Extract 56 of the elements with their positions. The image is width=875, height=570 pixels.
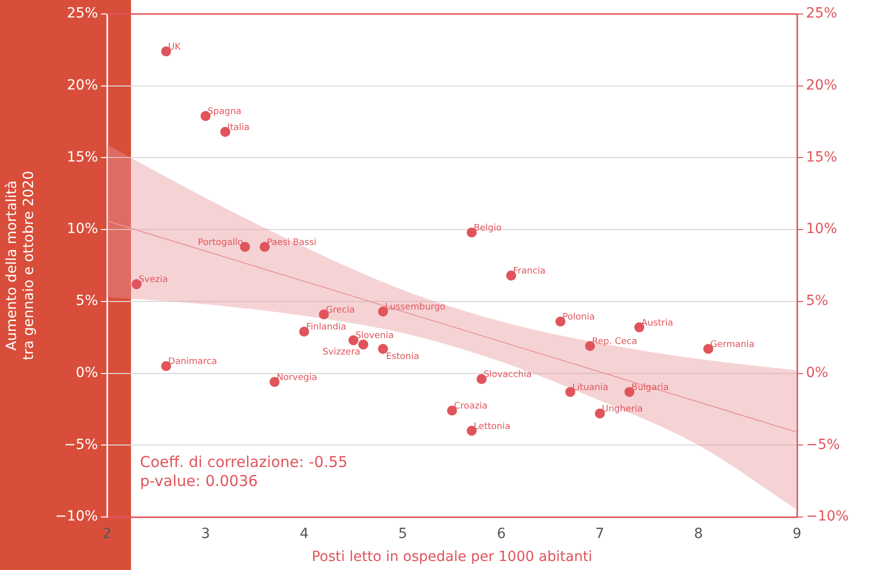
annotation: p-value: 0.0036 [140, 472, 258, 490]
x-tick-label: 9 [792, 526, 802, 542]
y-tick-label: 5% [76, 293, 98, 310]
y2-tick-label: −10% [806, 508, 849, 525]
annotation: Grecia [326, 305, 355, 316]
annotation: Francia [513, 266, 546, 277]
y-tick-label: 10% [66, 221, 98, 238]
annotation: Norvegia [276, 372, 318, 383]
annotation: Estonia [386, 352, 420, 362]
annotation: Finlandia [306, 322, 346, 333]
annotation: UK [168, 42, 182, 52]
x-axis-title: Posti letto in ospedale per 1000 abitanti [312, 549, 592, 566]
annotation: Germania [710, 340, 754, 350]
annotation: Coeff. di correlazione: -0.55 [140, 453, 348, 471]
y-tick-label: 0% [76, 364, 98, 381]
annotation: Portogallo [198, 238, 244, 248]
annotation: Italia [227, 122, 250, 133]
x-tick-label: 5 [398, 526, 408, 542]
annotation: Paesi Bassi [266, 238, 316, 248]
annotation: Slovenia [355, 331, 394, 342]
y-axis-title: Aumento della mortalità tra gennaio e ottobre 2020 [4, 170, 37, 360]
x-tick-label: 4 [300, 526, 309, 542]
y2-tick-label: 10% [806, 221, 838, 238]
y2-tick-label: 20% [806, 78, 838, 94]
annotation: Lituania [572, 382, 608, 393]
x-tick-label: 3 [201, 526, 210, 542]
x-tick-label: 2 [102, 526, 112, 542]
annotation: Croazia [454, 402, 488, 412]
annotation: Svizzera [322, 348, 360, 358]
annotation: Spagna [208, 107, 242, 118]
y-tick-label: −10% [55, 508, 98, 525]
point [378, 344, 388, 354]
annotation: Danimarca [168, 357, 218, 368]
x-tick-label: 6 [496, 526, 506, 542]
x-tick-label: 7 [595, 526, 604, 542]
annotation: Polonia [562, 312, 595, 323]
y2-tick-label: −5% [806, 436, 840, 453]
annotation: Svezia [138, 275, 168, 286]
annotation: Lettonia [474, 422, 510, 432]
y-tick-label: −5% [64, 436, 98, 453]
y-tick-label: 15% [66, 149, 98, 166]
annotation: Bulgaria [631, 382, 669, 393]
annotation: Belgio [474, 223, 502, 234]
y2-tick-label: 0% [806, 364, 828, 381]
x-tick-label: 8 [694, 526, 703, 542]
annotation: Ungheria [602, 404, 643, 415]
annotation: Lussemburgo [385, 302, 446, 312]
annotation: Rep. Ceca [592, 336, 638, 347]
y2-tick-label: 5% [806, 293, 828, 310]
point [358, 340, 368, 350]
y-tick-label: 25% [66, 6, 98, 22]
y2-tick-label: 15% [806, 149, 838, 166]
annotation: Slovacchia [484, 370, 532, 380]
y-tick-label: 20% [66, 78, 98, 94]
y2-tick-label: 25% [806, 6, 838, 22]
annotation: Austria [641, 318, 674, 328]
